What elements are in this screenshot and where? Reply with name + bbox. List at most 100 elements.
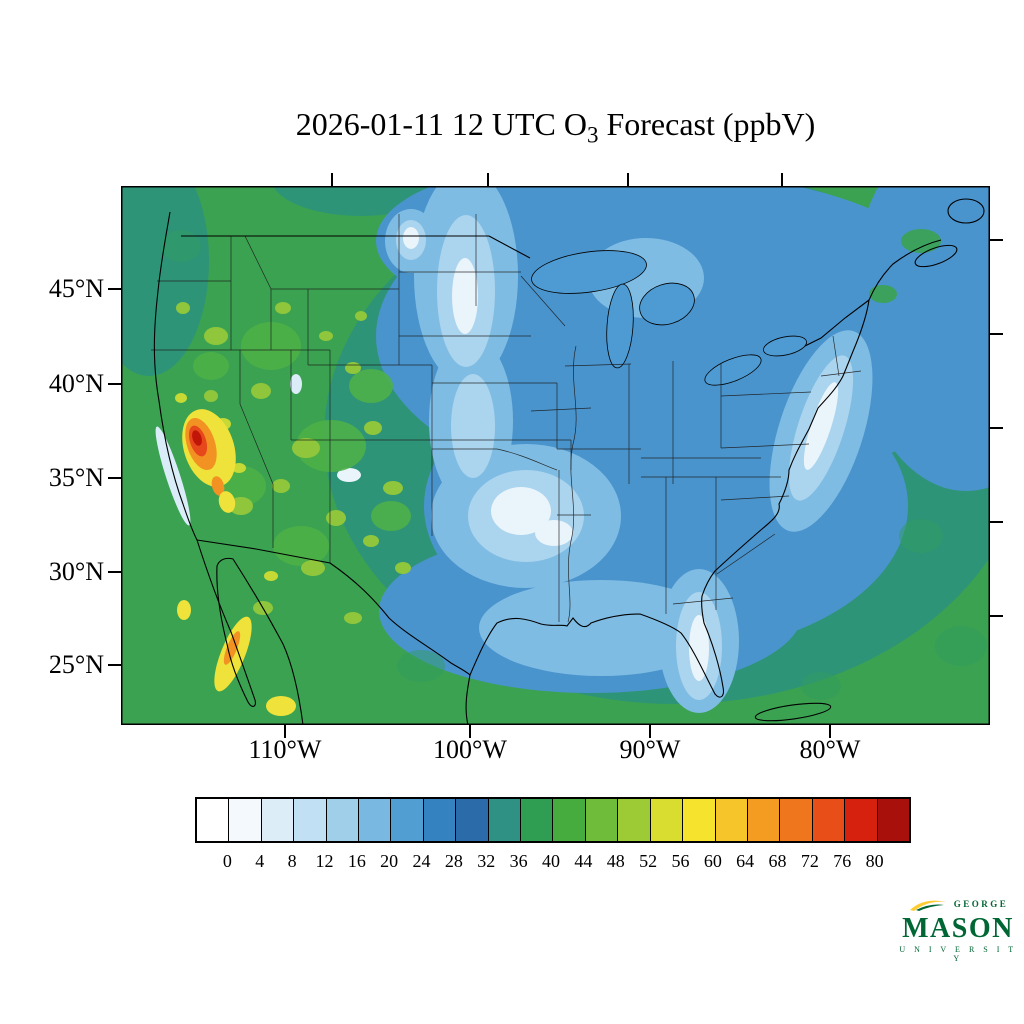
colorbar-cell	[326, 799, 360, 841]
map-frame	[121, 186, 990, 725]
ozone-hotspot	[182, 409, 236, 513]
lat-axis-label: 25°N	[48, 650, 104, 679]
us-mexico-border	[196, 539, 471, 725]
axis-tick	[108, 664, 121, 666]
colorbar-cell	[488, 799, 522, 841]
colorbar-cell	[812, 799, 846, 841]
axis-tick	[331, 173, 333, 186]
gulf-atlantic-coast	[469, 239, 942, 698]
colorbar-cell	[585, 799, 619, 841]
colorbar-tick-label: 4	[255, 851, 265, 871]
plot-title-pre: 2026-01-11 12 UTC O	[295, 106, 587, 142]
colorbar-tick-label: 48	[606, 851, 625, 871]
lat-axis-label: 30°N	[48, 557, 104, 586]
nova-scotia	[914, 244, 958, 268]
colorbar-tick-label: 24	[412, 851, 431, 871]
axis-tick	[108, 477, 121, 479]
colorbar-tick-label: 56	[671, 851, 690, 871]
colorbar-cell	[294, 799, 327, 841]
lake-michigan	[606, 283, 634, 369]
pacific-coast	[153, 211, 304, 725]
university-logo: GEORGE MASON U N I V E R S I T Y	[898, 894, 1018, 963]
colorbar-tick-label: 52	[639, 851, 658, 871]
colorbar-tick-label: 80	[865, 851, 884, 871]
great-lakes	[531, 250, 808, 386]
coastline	[153, 198, 985, 725]
colorbar-tick-label: 72	[800, 851, 819, 871]
colorbar-tick-label: 28	[444, 851, 463, 871]
axis-tick	[990, 521, 1003, 523]
colorbar-labels: 0 4 8 12 16 20 24 28 32 36 40 44 48 52 56 60 64 68 72 76 80	[195, 851, 911, 873]
lat-axis-label: 40°N	[48, 369, 104, 398]
logo-text-mason: MASON	[902, 913, 1014, 944]
logo-text-university: U N I V E R S I T Y	[899, 945, 1017, 964]
lon-axis-label: 110°W	[248, 735, 322, 764]
colorbar-cell	[229, 799, 262, 841]
axis-tick	[627, 173, 629, 186]
axis-tick	[781, 173, 783, 186]
axis-tick	[487, 173, 489, 186]
colorbar-cell	[650, 799, 684, 841]
lon-axis-label: 100°W	[433, 735, 507, 764]
colorbar	[195, 797, 911, 843]
lake-erie	[704, 354, 762, 386]
colorbar-tick-label: 40	[542, 851, 560, 871]
colorbar-cell	[359, 799, 392, 841]
colorbar-cell	[747, 799, 781, 841]
colorbar-tick-label: 60	[703, 851, 722, 871]
baja-yellow-strip	[177, 600, 296, 716]
lon-axis-label: 90°W	[619, 735, 681, 764]
colorbar-tick-label: 20	[380, 851, 399, 871]
lon-axis-label: 80°W	[799, 735, 861, 764]
logo-text-george: GEORGE	[953, 899, 1009, 909]
axis-tick	[649, 725, 651, 738]
colorbar-cell	[423, 799, 457, 841]
colorbar-tick-label: 16	[347, 851, 366, 871]
colorbar-cell	[845, 799, 878, 841]
ozone-field	[121, 186, 990, 725]
axis-tick	[829, 725, 831, 738]
lake-superior	[531, 250, 647, 294]
axis-tick	[990, 239, 1003, 241]
lake-huron	[639, 282, 695, 326]
colorbar-tick-label: 68	[768, 851, 787, 871]
lat-axis-label: 45°N	[48, 274, 104, 303]
colorbar-cell	[261, 799, 295, 841]
axis-tick	[990, 615, 1003, 617]
colorbar-tick-label: 32	[477, 851, 496, 871]
axis-tick	[284, 725, 286, 738]
plot-title-subscript: 3	[586, 121, 599, 148]
axis-tick	[108, 288, 121, 290]
axis-tick	[990, 427, 1003, 429]
colorbar-cell	[456, 799, 489, 841]
colorbar-tick-label: 8	[287, 851, 297, 871]
colorbar-cell	[618, 799, 651, 841]
plot-title-post: Forecast (ppbV)	[598, 106, 816, 142]
newfoundland	[947, 198, 985, 224]
colorbar-tick-label: 12	[315, 851, 334, 871]
forecast-map	[121, 186, 990, 725]
ozone-contour-map	[121, 186, 990, 725]
colorbar-cell	[553, 799, 586, 841]
colorbar-tick-label: 44	[574, 851, 593, 871]
axis-tick	[990, 333, 1003, 335]
colorbar-cell	[521, 799, 554, 841]
colorbar-tick-label: 64	[736, 851, 755, 871]
colorbar-cell	[391, 799, 424, 841]
axis-tick	[469, 725, 471, 738]
colorbar-tick-label: 76	[833, 851, 852, 871]
axis-tick	[108, 571, 121, 573]
st-lawrence	[804, 299, 870, 347]
colorbar-cell	[197, 799, 230, 841]
state-boundaries	[151, 214, 862, 623]
axis-tick	[108, 383, 121, 385]
colorbar-tick-label: 36	[509, 851, 528, 871]
cuba	[754, 702, 832, 722]
colorbar-cell	[780, 799, 813, 841]
plot-title: 2026-01-11 12 UTC O3 Forecast (ppbV)	[121, 106, 990, 148]
logo-swoosh-icon	[909, 900, 946, 911]
colorbar-tick-label: 0	[222, 851, 232, 871]
colorbar-cell	[715, 799, 748, 841]
lake-ontario	[762, 335, 808, 357]
